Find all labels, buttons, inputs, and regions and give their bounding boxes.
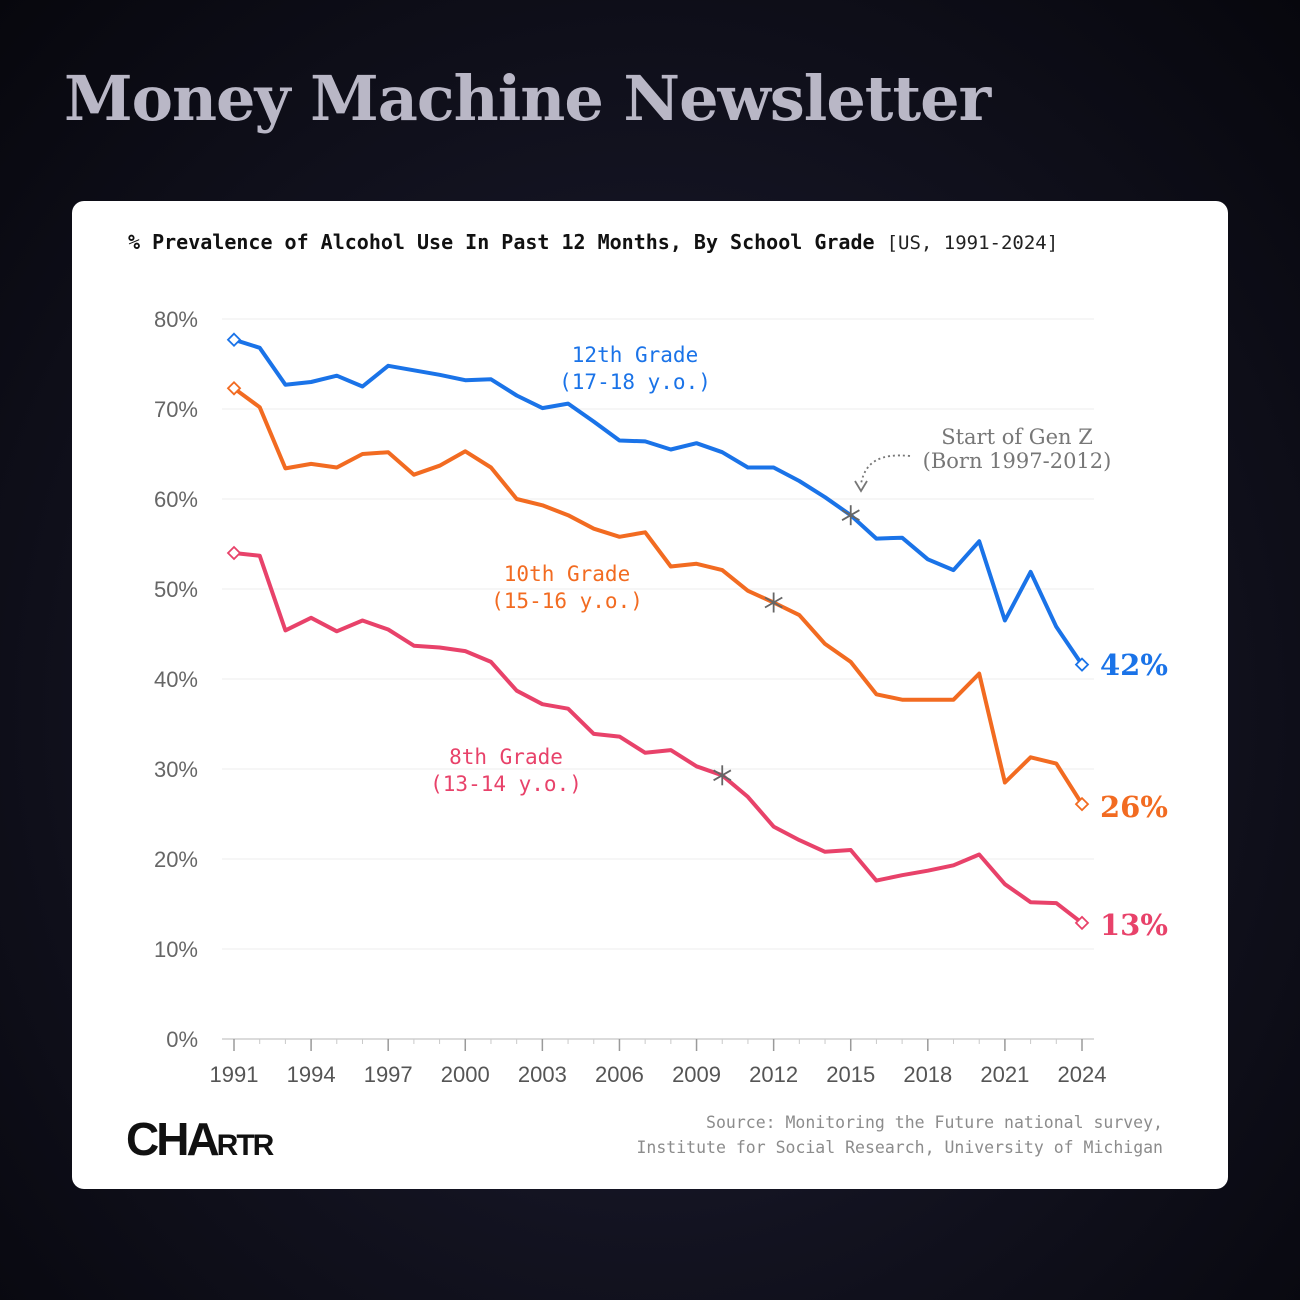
- x-tick-label-2015: 2015: [826, 1062, 875, 1087]
- gen-z-marker: [841, 505, 860, 526]
- start-diamond-marker: [226, 381, 242, 396]
- x-tick-label-2009: 2009: [672, 1062, 721, 1087]
- series-end-label: 42%: [1100, 648, 1168, 682]
- series-line-1: [232, 386, 1084, 807]
- annotation-arrow-head: [854, 480, 868, 493]
- series-end-label: 26%: [1100, 790, 1168, 824]
- newsletter-title: Money Machine Newsletter: [64, 62, 991, 135]
- x-tick-label-2018: 2018: [903, 1062, 952, 1087]
- x-tick-label-1997: 1997: [364, 1062, 413, 1087]
- annotation-arrow-line: [860, 454, 911, 485]
- series-label-name: 12th Grade: [572, 343, 698, 367]
- series-line-0: [232, 337, 1084, 667]
- start-diamond-marker: [226, 332, 242, 347]
- annotation-gen-z-years: (Born 1997-2012): [923, 449, 1112, 473]
- x-tick-label-2021: 2021: [980, 1062, 1029, 1087]
- source-line-2: Institute for Social Research, Universit…: [636, 1138, 1164, 1157]
- logo-text-small: RTR: [216, 1129, 275, 1162]
- series-labels: 12th Grade (17-18 y.o.) 42% 10th Grade (15-1…: [430, 343, 1168, 942]
- end-diamond-marker: [1074, 657, 1090, 672]
- series-label-age: (15-16 y.o.): [491, 589, 643, 613]
- x-tick-label-1991: 1991: [210, 1062, 259, 1087]
- logo-text-big: CHA: [126, 1113, 220, 1165]
- y-tick-label-0: 0%: [166, 1027, 198, 1052]
- y-tick-label-80: 80%: [154, 307, 198, 332]
- chart-card: [72, 201, 1228, 1189]
- annotation-gen-z-title: Start of Gen Z: [941, 425, 1093, 449]
- y-axis: 0% 10% 20% 30% 40% 50% 60% 70% 80%: [154, 307, 198, 1052]
- y-tick-label-60: 60%: [154, 487, 198, 512]
- x-tick-label-2024: 2024: [1058, 1062, 1107, 1087]
- y-tick-label-10: 10%: [154, 937, 198, 962]
- y-tick-label-30: 30%: [154, 757, 198, 782]
- y-tick-label-40: 40%: [154, 667, 198, 692]
- x-tick-label-2006: 2006: [595, 1062, 644, 1087]
- x-axis: 1991 1994 1997 2000 2003 2006 2009 2012 2015 2018…: [210, 1039, 1107, 1087]
- grid-lines: [222, 318, 1094, 1040]
- x-tick-label-2000: 2000: [441, 1062, 490, 1087]
- x-tick-label-2003: 2003: [518, 1062, 567, 1087]
- x-tick-label-1994: 1994: [287, 1062, 336, 1087]
- chart-title-subtitle: [US, 1991-2024]: [886, 232, 1059, 254]
- end-diamond-marker: [1074, 796, 1090, 812]
- series-label-name: 10th Grade: [504, 562, 630, 586]
- source-note: Source: Monitoring the Future national s…: [637, 1110, 1164, 1160]
- series-label-age: (17-18 y.o.): [559, 370, 711, 394]
- y-tick-label-20: 20%: [154, 847, 198, 872]
- gen-z-marker: [713, 765, 732, 786]
- series-end-label: 13%: [1100, 908, 1168, 942]
- x-tick-label-2012: 2012: [749, 1062, 798, 1087]
- y-tick-label-70: 70%: [154, 397, 198, 422]
- series-label-age: (13-14 y.o.): [430, 772, 582, 796]
- chartr-logo: CHARTR: [126, 1112, 275, 1166]
- chart-title-main: % Prevalence of Alcohol Use In Past 12 M…: [128, 230, 875, 254]
- start-diamond-marker: [226, 545, 242, 561]
- y-tick-label-50: 50%: [154, 577, 198, 602]
- markers: [226, 332, 1090, 931]
- source-line-1: Source: Monitoring the Future national s…: [706, 1113, 1163, 1132]
- series-lines: [232, 337, 1084, 925]
- series-line-2: [232, 551, 1084, 925]
- end-diamond-marker: [1074, 915, 1090, 931]
- gen-z-marker: [764, 592, 783, 613]
- chart-title: % Prevalence of Alcohol Use In Past 12 M…: [128, 230, 1058, 254]
- series-label-name: 8th Grade: [449, 745, 563, 769]
